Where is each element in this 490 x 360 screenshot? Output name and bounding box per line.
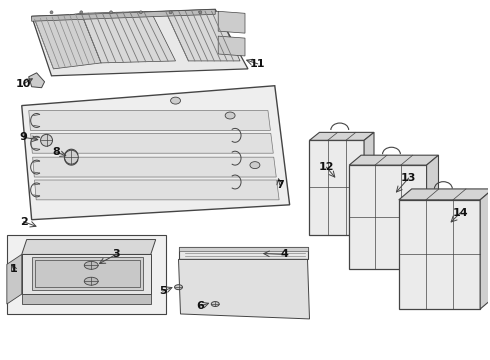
Polygon shape [7,255,22,304]
Polygon shape [32,257,143,290]
Text: 11: 11 [250,59,266,69]
Circle shape [80,11,83,14]
Polygon shape [480,189,490,309]
Text: 13: 13 [401,173,416,183]
Ellipse shape [225,112,235,119]
Polygon shape [29,111,270,130]
Text: 12: 12 [318,162,334,172]
Polygon shape [29,73,45,88]
Text: 5: 5 [159,286,167,296]
Text: 1: 1 [10,264,18,274]
Circle shape [41,134,52,146]
Text: 9: 9 [20,132,27,142]
Polygon shape [166,11,240,61]
Polygon shape [22,239,156,255]
Polygon shape [32,9,248,76]
Text: 7: 7 [276,180,284,190]
Text: 3: 3 [112,249,120,260]
Polygon shape [178,247,308,251]
Polygon shape [22,255,151,294]
Ellipse shape [84,277,98,285]
Polygon shape [364,132,374,235]
Polygon shape [178,260,310,319]
Polygon shape [218,36,245,56]
Polygon shape [33,157,276,177]
Polygon shape [22,294,151,304]
Polygon shape [349,155,439,165]
Ellipse shape [211,302,219,306]
Text: 8: 8 [52,147,60,157]
Text: 2: 2 [20,217,27,227]
Polygon shape [35,13,101,69]
Polygon shape [31,133,273,153]
Polygon shape [35,180,279,200]
Text: 14: 14 [452,208,468,218]
Polygon shape [218,11,245,33]
Ellipse shape [84,261,98,269]
Polygon shape [7,235,166,314]
Circle shape [139,11,142,14]
Polygon shape [81,11,175,63]
Polygon shape [178,247,308,260]
Text: 6: 6 [196,301,204,311]
Circle shape [110,11,113,14]
Polygon shape [349,165,427,269]
Circle shape [50,11,53,14]
Circle shape [199,11,202,14]
Polygon shape [22,86,290,220]
Ellipse shape [250,162,260,168]
Polygon shape [35,260,140,287]
Polygon shape [32,9,215,21]
Polygon shape [427,155,439,269]
Polygon shape [310,132,374,140]
Text: 4: 4 [281,249,289,260]
Ellipse shape [171,97,180,104]
Text: 10: 10 [16,79,31,89]
Polygon shape [310,140,364,235]
Ellipse shape [174,285,182,290]
Circle shape [64,150,78,164]
Circle shape [169,11,172,14]
Polygon shape [399,189,490,200]
Polygon shape [399,200,480,309]
